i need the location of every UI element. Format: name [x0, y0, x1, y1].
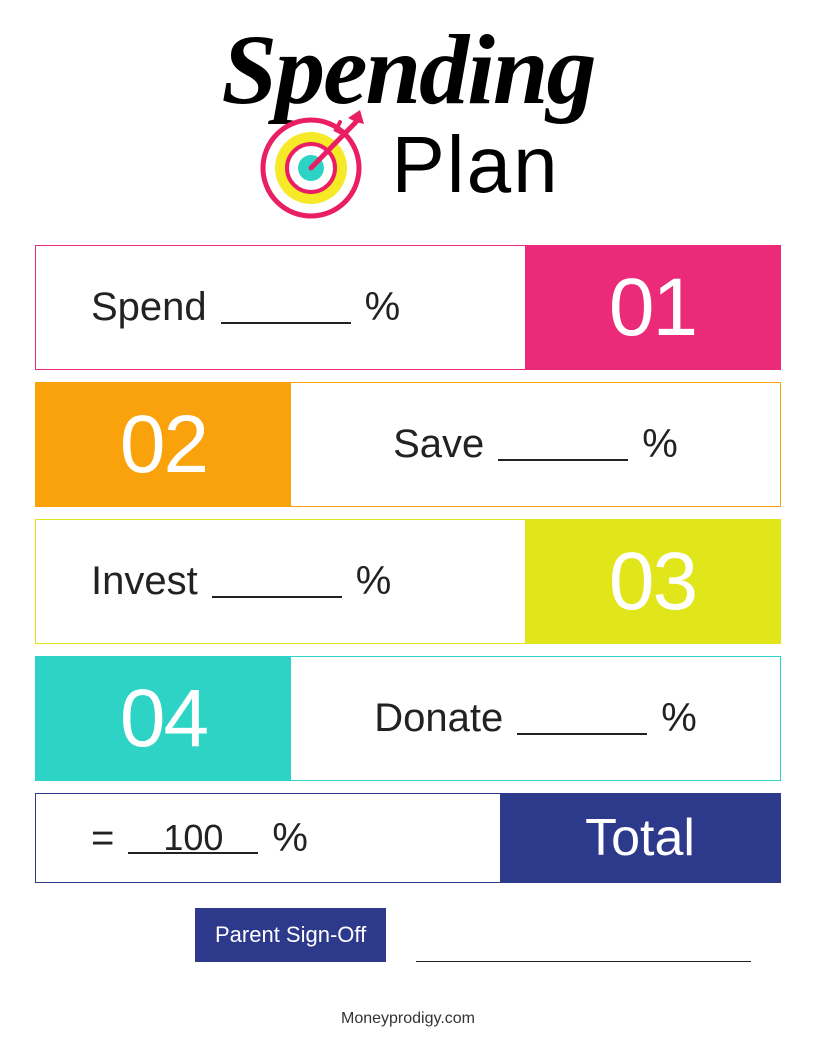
- number-02: 02: [36, 383, 291, 506]
- footer-area: Parent Sign-Off: [35, 908, 781, 962]
- row-save: Save % 02: [35, 382, 781, 507]
- number-04: 04: [36, 657, 291, 780]
- total-suffix: %: [272, 816, 308, 861]
- label-text: Donate: [374, 696, 503, 741]
- rows-container: Spend % 01 Save % 02 Invest % 03 Donate …: [35, 245, 781, 883]
- row-donate: Donate % 04: [35, 656, 781, 781]
- total-calc: = 100 %: [36, 794, 500, 882]
- parent-signoff-button[interactable]: Parent Sign-Off: [195, 908, 386, 962]
- blank-invest[interactable]: [212, 566, 342, 598]
- label-text: Invest: [91, 559, 198, 604]
- number-03: 03: [525, 520, 780, 643]
- title-line1: Spending: [35, 20, 781, 120]
- number-01: 01: [525, 246, 780, 369]
- row-spend: Spend % 01: [35, 245, 781, 370]
- blank-spend[interactable]: [221, 292, 351, 324]
- blank-save[interactable]: [498, 429, 628, 461]
- signature-line[interactable]: [416, 961, 751, 962]
- suffix: %: [365, 285, 401, 330]
- suffix: %: [356, 559, 392, 604]
- label-text: Save: [393, 422, 484, 467]
- footer-credit: Moneyprodigy.com: [0, 1010, 816, 1028]
- total-label: Total: [500, 794, 780, 882]
- label-save: Save %: [291, 383, 780, 506]
- target-icon: [256, 110, 376, 220]
- blank-donate[interactable]: [517, 703, 647, 735]
- label-text: Spend: [91, 285, 207, 330]
- suffix: %: [642, 422, 678, 467]
- suffix: %: [661, 696, 697, 741]
- total-value: 100: [128, 822, 258, 854]
- row-invest: Invest % 03: [35, 519, 781, 644]
- row-total: = 100 % Total: [35, 793, 781, 883]
- equals-sign: =: [91, 816, 114, 861]
- label-spend: Spend %: [36, 246, 525, 369]
- label-invest: Invest %: [36, 520, 525, 643]
- title-line2: Plan: [391, 119, 559, 211]
- title-row2: Plan: [35, 110, 781, 220]
- label-donate: Donate %: [291, 657, 780, 780]
- title-area: Spending Plan: [35, 20, 781, 220]
